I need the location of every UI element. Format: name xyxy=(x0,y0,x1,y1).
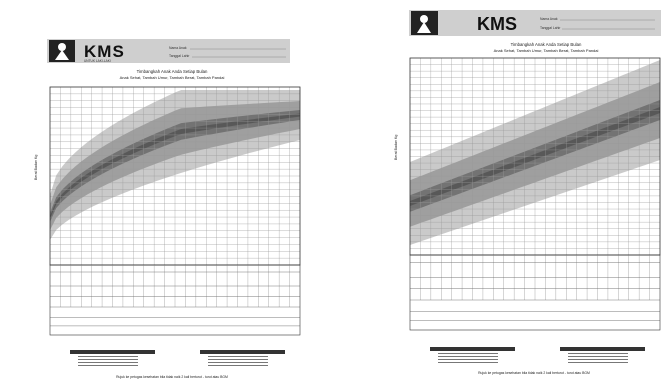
left-legend-a-line xyxy=(78,362,138,363)
right-title: Timbangkah Anak Anda Setiap Bulan xyxy=(511,42,582,47)
left-field-birth: Tanggal Lahir xyxy=(169,54,190,58)
right-legend-b-line xyxy=(568,359,628,360)
right-field-name: Nama Anak xyxy=(540,17,558,21)
right-legend-bar-1 xyxy=(430,347,515,351)
left-legend-a-line xyxy=(78,359,138,360)
left-legend-b-line xyxy=(208,365,268,366)
right-chart-grid xyxy=(410,58,660,255)
right-legend-a-line xyxy=(438,362,498,363)
right-growth-chart: Berat Badan Kg Rujuk ke petugas kesehata… xyxy=(394,57,661,375)
right-legend-b-line xyxy=(568,362,628,363)
right-brand: KMS xyxy=(477,14,517,34)
right-logo-icon xyxy=(411,11,438,35)
right-legend-a-line xyxy=(438,353,498,354)
left-subtitle: Anak Sehat, Tambah Umur, Tambah Berat, T… xyxy=(120,75,225,80)
left-brand-sub: UNTUK LAKI-LAKI xyxy=(84,59,111,63)
right-legend-text xyxy=(438,353,628,363)
right-card-header: KMS Nama Anak Tanggal Lahir Timbangkah A… xyxy=(409,10,661,53)
right-header-bar xyxy=(409,10,661,36)
left-legend-b-line xyxy=(208,356,268,357)
right-subtitle: Anak Sehat, Tambah Umur, Tambah Berat, T… xyxy=(494,48,599,53)
right-field-birth: Tanggal Lahir xyxy=(540,26,561,30)
left-logo-icon xyxy=(49,40,75,62)
left-footer-note: Rujuk ke petugas kesehatan bila tidak na… xyxy=(116,375,228,379)
left-yaxis-label: Berat Badan Kg xyxy=(34,155,38,180)
left-field-name: Nama Anak xyxy=(169,46,187,50)
left-chart-grid xyxy=(50,87,300,265)
left-header-bar xyxy=(47,39,290,63)
right-legend-b-line xyxy=(568,353,628,354)
left-legend-a-line xyxy=(78,356,138,357)
left-legend-text xyxy=(78,356,268,366)
left-card-header: KMS UNTUK LAKI-LAKI Nama Anak Tanggal La… xyxy=(47,39,290,80)
right-footer-note: Rujuk ke petugas kesehatan bila tidak na… xyxy=(478,371,590,375)
right-record-table xyxy=(409,254,661,331)
right-yaxis-label: Berat Badan Kg xyxy=(394,135,398,160)
left-legend-a-line xyxy=(78,365,138,366)
left-title: Timbangkah Anak Anda Setiap Bulan xyxy=(137,69,208,74)
right-legend-b-line xyxy=(568,356,628,357)
left-legend-b-line xyxy=(208,359,268,360)
left-brand: KMS xyxy=(84,42,125,61)
left-growth-chart: Berat Badan Kg Rujuk ke petugas kesehata… xyxy=(34,86,301,379)
right-legend-a-line xyxy=(438,359,498,360)
right-legend-a-line xyxy=(438,356,498,357)
right-legend-bar-2 xyxy=(560,347,645,351)
left-legend-bar-1 xyxy=(70,350,155,354)
left-legend-bar-2 xyxy=(200,350,285,354)
left-record-table xyxy=(49,264,301,336)
left-legend-b-line xyxy=(208,362,268,363)
